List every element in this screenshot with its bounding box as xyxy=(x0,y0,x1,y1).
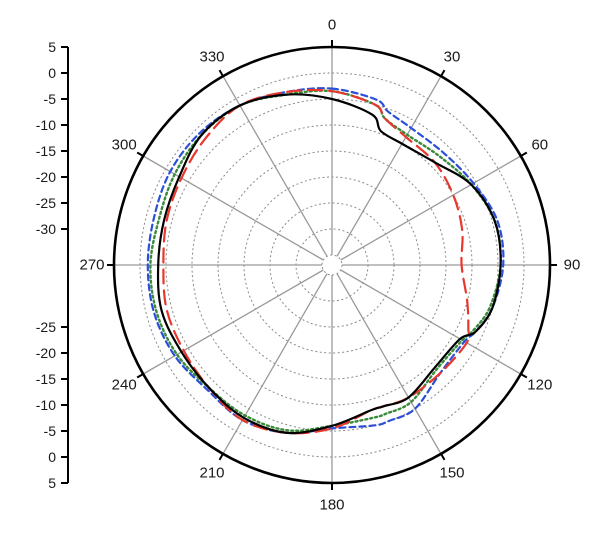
series-line-short-dash xyxy=(146,87,505,435)
radial-tick-label: -15 xyxy=(36,371,56,387)
angle-tick xyxy=(218,453,224,461)
angle-label: 60 xyxy=(531,137,548,154)
spoke-line xyxy=(336,273,442,455)
radial-tick-label: 0 xyxy=(48,65,56,81)
radial-axis: 5 0 -5 -10 -15 -20 -25 -30 -25 -20 -15 -10 -5 0 5 xyxy=(36,39,69,491)
polar-frame xyxy=(107,40,557,490)
angle-label: 240 xyxy=(112,377,137,394)
angle-label: 180 xyxy=(319,497,344,514)
radial-tick-label: -15 xyxy=(36,143,56,159)
spoke-line xyxy=(142,155,324,261)
angle-label: 150 xyxy=(439,464,464,481)
spoke-line xyxy=(340,155,522,261)
grid-circle xyxy=(321,254,343,276)
angle-label: 210 xyxy=(199,464,224,481)
radial-tick-label: -20 xyxy=(36,345,56,361)
radial-tick-label: 5 xyxy=(48,39,56,55)
angle-label: 90 xyxy=(564,257,581,274)
series-lines xyxy=(146,87,505,435)
polar-grid xyxy=(114,47,550,483)
radial-tick-label: -10 xyxy=(36,397,56,413)
radial-tick-label: 5 xyxy=(48,475,56,491)
radial-tick-label: -30 xyxy=(36,221,56,237)
spoke-line xyxy=(336,75,442,257)
radial-tick-label: 0 xyxy=(48,449,56,465)
spoke-line xyxy=(222,273,328,455)
angle-labels: 0 30 60 90 120 150 180 210 240 270 300 330 xyxy=(79,17,580,514)
angle-label: 270 xyxy=(79,257,104,274)
radial-tick-label: -10 xyxy=(36,117,56,133)
radial-tick-label: -5 xyxy=(44,91,57,107)
angle-tick xyxy=(440,453,446,461)
radial-tick-label: -25 xyxy=(36,195,56,211)
angle-tick xyxy=(520,151,528,157)
radial-tick-label: -25 xyxy=(36,319,56,335)
spoke-line xyxy=(340,269,522,375)
radial-tick-label: -5 xyxy=(44,423,57,439)
angle-tick xyxy=(440,69,446,77)
angle-tick xyxy=(218,69,224,77)
angle-label: 30 xyxy=(444,49,461,66)
angle-tick xyxy=(136,373,144,379)
angle-label: 120 xyxy=(527,377,552,394)
series-line-solid xyxy=(156,93,502,435)
spoke-line xyxy=(142,269,324,375)
spoke-line xyxy=(222,75,328,257)
series-line-dotted xyxy=(149,89,502,432)
radial-tick-label: -20 xyxy=(36,169,56,185)
angle-label: 0 xyxy=(328,17,336,34)
angle-tick xyxy=(520,373,528,379)
angle-label: 300 xyxy=(112,137,137,154)
angle-label: 330 xyxy=(199,49,224,66)
angle-tick xyxy=(136,151,144,157)
